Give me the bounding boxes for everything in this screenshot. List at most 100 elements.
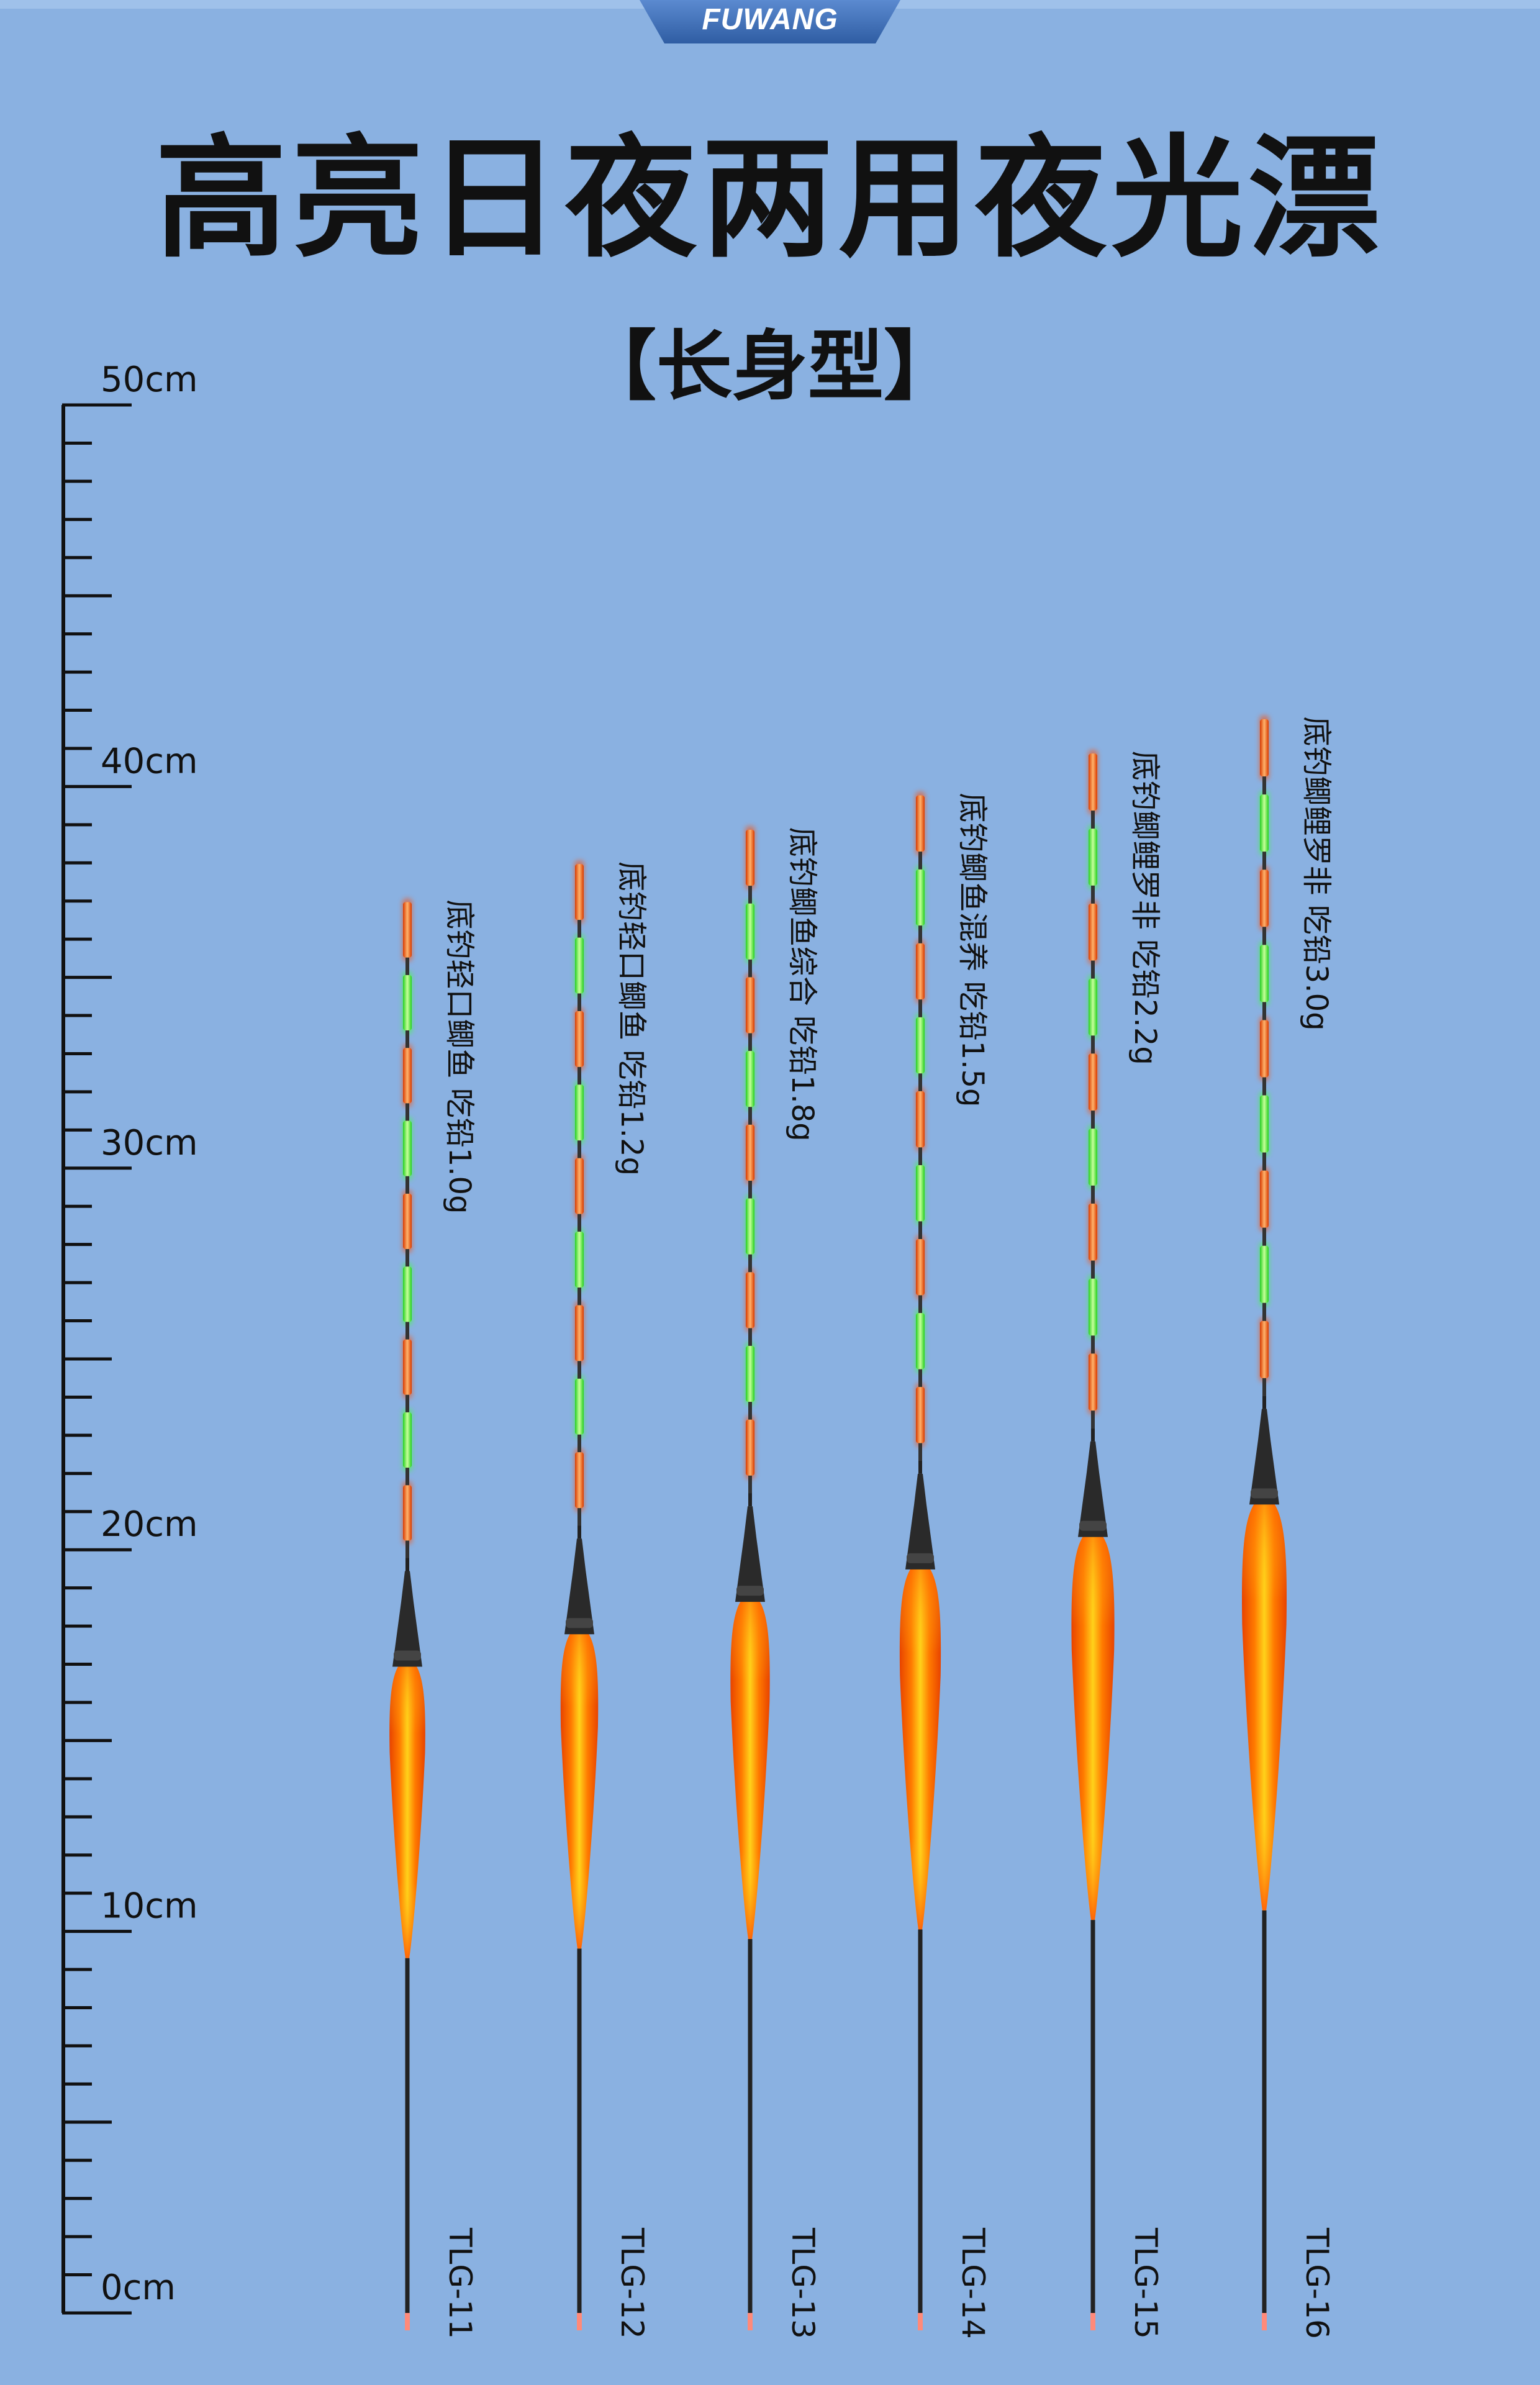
page-title: 高亮日夜两用夜光漂 bbox=[155, 122, 1385, 275]
float-model-label: TLG-11 bbox=[442, 2227, 478, 2339]
tip-segment-green bbox=[1089, 1278, 1097, 1336]
float-stem-tip bbox=[1262, 2313, 1267, 2330]
tip-segment-green bbox=[1260, 945, 1269, 1002]
tip-segment-red bbox=[575, 1305, 584, 1361]
tip-segment-green bbox=[746, 1198, 754, 1255]
float-collar bbox=[566, 1618, 593, 1629]
tip-segment-red bbox=[403, 1339, 412, 1395]
ruler-label: 30cm bbox=[101, 1123, 198, 1163]
float-neck bbox=[1249, 1409, 1279, 1505]
float-description: 底钓轻口鲫鱼 吃铅1.2g bbox=[614, 861, 649, 1176]
tip-segment-green bbox=[575, 1084, 584, 1141]
tip-separator bbox=[1262, 1302, 1266, 1321]
tip-separator bbox=[918, 852, 922, 870]
float-stem-tip bbox=[918, 2313, 923, 2330]
tip-segment-red bbox=[916, 795, 925, 852]
float-collar bbox=[907, 1553, 934, 1563]
tip-segment-red bbox=[1260, 1320, 1269, 1378]
tip-segment-red bbox=[1089, 1203, 1097, 1261]
tip-separator bbox=[578, 920, 581, 938]
tip-segment-red bbox=[916, 1091, 925, 1148]
float-stem-tip bbox=[748, 2313, 753, 2330]
float-body-shade bbox=[899, 1560, 941, 1930]
tip-separator bbox=[748, 1475, 752, 1494]
float-model-label: TLG-15 bbox=[1128, 2227, 1164, 2339]
tip-separator bbox=[578, 1508, 581, 1526]
tip-segment-green bbox=[916, 1313, 925, 1370]
tip-separator bbox=[578, 1434, 581, 1453]
tip-separator bbox=[918, 1221, 922, 1239]
float-body-shade bbox=[730, 1593, 770, 1939]
ruler-label: 40cm bbox=[101, 741, 198, 781]
tip-separator bbox=[918, 999, 922, 1017]
tip-segment-green bbox=[1260, 794, 1269, 852]
tip-segment-red bbox=[1260, 719, 1269, 777]
float-collar bbox=[736, 1586, 764, 1596]
tip-segment-green bbox=[746, 903, 754, 960]
float-model-label: TLG-13 bbox=[785, 2227, 821, 2339]
float-model-label: TLG-16 bbox=[1299, 2227, 1335, 2339]
tip-separator bbox=[918, 1369, 922, 1388]
float-stem-tip bbox=[577, 2313, 582, 2330]
float-stem-tip bbox=[405, 2313, 410, 2330]
float-tlg-13: 底钓鲫鱼综合 吃铅1.8g TLG-13 bbox=[730, 825, 821, 2339]
float-body-shade bbox=[1241, 1496, 1287, 1910]
tip-separator bbox=[405, 1103, 409, 1121]
tip-segment-red bbox=[916, 1387, 925, 1443]
float-collar bbox=[1079, 1520, 1107, 1531]
tip-separator bbox=[748, 959, 752, 978]
float-description: 底钓轻口鲫鱼 吃铅1.0g bbox=[442, 899, 477, 1214]
float-neck bbox=[905, 1473, 935, 1570]
tip-separator bbox=[748, 1328, 752, 1346]
tip-separator bbox=[1262, 927, 1266, 945]
float-body-shade bbox=[1071, 1528, 1115, 1920]
tip-segment-green bbox=[403, 1120, 412, 1176]
tip-separator bbox=[1091, 960, 1095, 979]
brand-logo-text: FUWANG bbox=[702, 3, 838, 36]
tip-separator bbox=[1091, 1260, 1095, 1279]
tip-segment-red bbox=[916, 1238, 925, 1296]
tip-segment-red bbox=[1260, 1020, 1269, 1078]
tip-separator bbox=[918, 925, 922, 943]
tip-separator bbox=[918, 1147, 922, 1165]
tip-separator bbox=[1262, 776, 1266, 795]
tip-separator bbox=[748, 1107, 752, 1125]
float-model-label: TLG-14 bbox=[955, 2227, 991, 2339]
tip-separator bbox=[1262, 852, 1266, 870]
ruler-label: 20cm bbox=[101, 1504, 198, 1545]
tip-separator bbox=[405, 1468, 409, 1486]
float-neck bbox=[392, 1571, 422, 1667]
tip-segment-green bbox=[916, 869, 925, 926]
tip-separator bbox=[405, 1030, 409, 1048]
tip-separator bbox=[748, 1180, 752, 1199]
tip-segment-green bbox=[575, 1378, 584, 1435]
tip-separator bbox=[1091, 1035, 1095, 1054]
tip-segment-green bbox=[746, 1345, 754, 1402]
tip-segment-red bbox=[1260, 1170, 1269, 1228]
tip-separator bbox=[1091, 1335, 1095, 1354]
tip-segment-green bbox=[403, 1412, 412, 1468]
tip-separator bbox=[1262, 1227, 1266, 1246]
tip-separator bbox=[1091, 1111, 1095, 1129]
tip-segment-red bbox=[746, 1272, 754, 1329]
tip-separator bbox=[405, 1394, 409, 1412]
float-neck bbox=[735, 1506, 765, 1602]
tip-segment-red bbox=[1089, 903, 1097, 961]
brand-tab bbox=[0, 0, 1540, 43]
float-collar bbox=[394, 1650, 421, 1661]
ruler-label: 10cm bbox=[101, 1886, 198, 1927]
tip-segment-red bbox=[575, 1452, 584, 1509]
tip-separator bbox=[1262, 1002, 1266, 1020]
tip-separator bbox=[1091, 1411, 1095, 1429]
float-stem-tip bbox=[1090, 2313, 1095, 2330]
tip-segment-green bbox=[1089, 829, 1097, 886]
tip-segment-green bbox=[575, 1232, 584, 1288]
tip-segment-red bbox=[1089, 1053, 1097, 1111]
float-description: 底钓鲫鲤罗非 吃铅3.0g bbox=[1299, 717, 1334, 1031]
tip-segment-green bbox=[746, 1051, 754, 1107]
tip-separator bbox=[1091, 811, 1095, 829]
float-tlg-12: 底钓轻口鲫鱼 吃铅1.2g TLG-12 bbox=[560, 860, 650, 2339]
tip-separator bbox=[578, 1361, 581, 1379]
